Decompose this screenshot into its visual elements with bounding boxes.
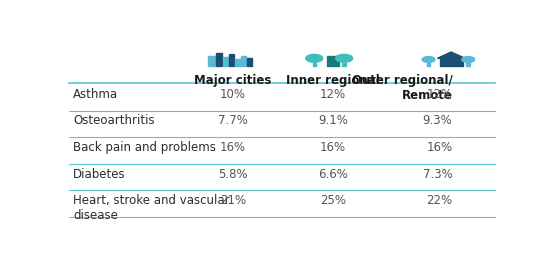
Text: 16%: 16%	[220, 141, 246, 154]
Text: 21%: 21%	[220, 194, 246, 207]
Bar	[466, 63, 470, 66]
Bar	[312, 63, 316, 66]
Bar	[229, 54, 234, 66]
Text: 12%: 12%	[320, 88, 346, 101]
Text: 9.3%: 9.3%	[422, 114, 452, 127]
Ellipse shape	[422, 57, 435, 62]
Text: Inner regional: Inner regional	[286, 74, 380, 87]
Bar	[327, 56, 339, 66]
Bar	[343, 63, 346, 66]
Text: Heart, stroke and vascular
disease: Heart, stroke and vascular disease	[73, 194, 230, 222]
Text: 25%: 25%	[320, 194, 346, 207]
Bar	[223, 57, 228, 66]
Text: 10%: 10%	[220, 88, 246, 101]
Bar	[427, 63, 430, 66]
Text: 22%: 22%	[426, 194, 452, 207]
Text: Osteoarthritis: Osteoarthritis	[73, 114, 155, 127]
Ellipse shape	[462, 57, 475, 62]
Text: 9.1%: 9.1%	[318, 114, 348, 127]
Bar	[247, 58, 251, 66]
Bar	[439, 58, 463, 66]
Text: Diabetes: Diabetes	[73, 168, 125, 181]
Text: 16%: 16%	[426, 141, 452, 154]
Text: 7.3%: 7.3%	[422, 168, 452, 181]
Text: 7.7%: 7.7%	[218, 114, 248, 127]
Text: 12%: 12%	[426, 88, 452, 101]
Ellipse shape	[336, 54, 353, 62]
Text: 6.6%: 6.6%	[318, 168, 348, 181]
Bar	[235, 59, 240, 66]
Text: Outer regional/
Remote: Outer regional/ Remote	[351, 74, 452, 102]
Bar	[241, 56, 246, 66]
Text: 5.8%: 5.8%	[218, 168, 248, 181]
Text: Asthma: Asthma	[73, 88, 118, 101]
Ellipse shape	[306, 54, 323, 62]
Polygon shape	[437, 52, 465, 58]
Text: Major cities: Major cities	[194, 74, 272, 87]
Text: Back pain and problems: Back pain and problems	[73, 141, 216, 154]
Bar	[216, 54, 222, 66]
Text: 16%: 16%	[320, 141, 346, 154]
Bar	[208, 56, 215, 66]
